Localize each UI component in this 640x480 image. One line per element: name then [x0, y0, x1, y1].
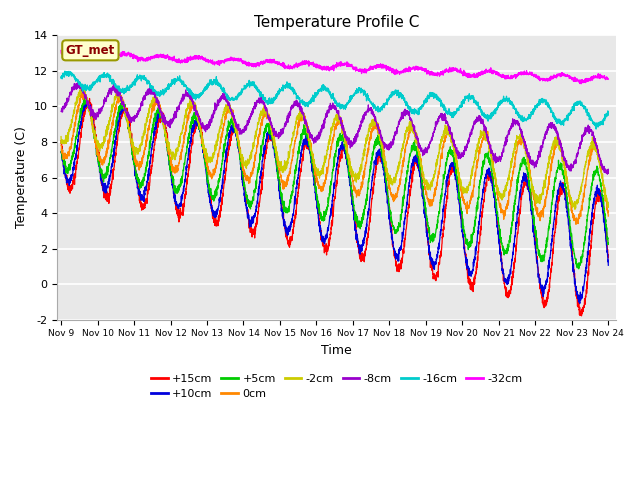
+15cm	[535, 272, 543, 278]
X-axis label: Time: Time	[321, 344, 352, 357]
+5cm	[268, 127, 275, 133]
+15cm	[86, 96, 93, 101]
-2cm	[535, 195, 543, 201]
+15cm	[268, 138, 275, 144]
Line: 0cm: 0cm	[61, 91, 608, 224]
0cm	[594, 148, 602, 154]
0cm	[604, 213, 612, 219]
+5cm	[604, 240, 612, 246]
-2cm	[152, 97, 160, 103]
+10cm	[291, 202, 299, 207]
-32cm	[120, 51, 127, 57]
-32cm	[79, 48, 86, 53]
-32cm	[577, 81, 585, 86]
+10cm	[152, 125, 160, 131]
Line: +5cm: +5cm	[61, 97, 608, 269]
+10cm	[604, 263, 612, 268]
0cm	[535, 213, 543, 218]
+10cm	[120, 103, 127, 108]
+15cm	[604, 255, 612, 261]
0cm	[572, 221, 580, 227]
-16cm	[535, 103, 543, 108]
Line: -8cm: -8cm	[61, 83, 608, 174]
-16cm	[291, 88, 299, 94]
-8cm	[604, 167, 612, 172]
-2cm	[77, 84, 84, 90]
-8cm	[594, 150, 602, 156]
0cm	[120, 100, 127, 106]
-2cm	[120, 101, 127, 107]
-32cm	[535, 77, 543, 83]
-32cm	[604, 76, 612, 82]
+10cm	[594, 187, 602, 193]
+15cm	[291, 217, 299, 223]
-2cm	[571, 206, 579, 212]
-2cm	[594, 155, 602, 160]
Line: -2cm: -2cm	[61, 87, 608, 209]
+10cm	[57, 150, 65, 156]
-2cm	[57, 134, 65, 140]
+10cm	[535, 272, 543, 277]
+15cm	[594, 191, 602, 196]
-2cm	[291, 124, 299, 130]
-2cm	[268, 124, 275, 130]
+5cm	[152, 111, 160, 117]
Title: Temperature Profile C: Temperature Profile C	[254, 15, 419, 30]
-8cm	[535, 153, 543, 158]
-32cm	[594, 73, 602, 79]
+15cm	[578, 313, 586, 319]
+5cm	[120, 105, 127, 110]
Legend: +15cm, +10cm, +5cm, 0cm, -2cm, -8cm, -16cm, -32cm: +15cm, +10cm, +5cm, 0cm, -2cm, -8cm, -16…	[147, 369, 527, 404]
+5cm	[81, 94, 89, 100]
-16cm	[592, 126, 600, 132]
0cm	[291, 141, 299, 147]
-32cm	[152, 54, 160, 60]
+15cm	[57, 138, 65, 144]
-32cm	[268, 60, 275, 65]
Line: +10cm: +10cm	[61, 100, 608, 303]
Y-axis label: Temperature (C): Temperature (C)	[15, 127, 28, 228]
-16cm	[268, 100, 275, 106]
-16cm	[152, 88, 160, 94]
-8cm	[268, 119, 275, 125]
-32cm	[291, 62, 299, 68]
-16cm	[604, 112, 612, 118]
-16cm	[120, 86, 127, 92]
-8cm	[57, 108, 65, 114]
-8cm	[120, 99, 127, 105]
-16cm	[57, 74, 65, 80]
-2cm	[604, 204, 612, 209]
Text: GT_met: GT_met	[66, 44, 115, 57]
+15cm	[120, 108, 127, 114]
Line: -16cm: -16cm	[61, 71, 608, 129]
-8cm	[604, 171, 611, 177]
0cm	[152, 95, 160, 101]
+5cm	[535, 248, 543, 254]
Line: +15cm: +15cm	[61, 98, 608, 316]
+10cm	[576, 300, 584, 306]
-32cm	[57, 48, 65, 53]
+5cm	[594, 170, 602, 176]
0cm	[57, 142, 65, 148]
0cm	[81, 88, 89, 94]
+5cm	[57, 149, 65, 155]
Line: -32cm: -32cm	[61, 50, 608, 84]
-16cm	[594, 123, 602, 129]
0cm	[268, 123, 275, 129]
-16cm	[61, 68, 68, 74]
+10cm	[268, 131, 275, 136]
+10cm	[81, 97, 89, 103]
+5cm	[575, 266, 582, 272]
-8cm	[74, 80, 82, 85]
+5cm	[291, 170, 299, 176]
+15cm	[152, 128, 160, 134]
-8cm	[152, 97, 160, 103]
-8cm	[291, 102, 299, 108]
